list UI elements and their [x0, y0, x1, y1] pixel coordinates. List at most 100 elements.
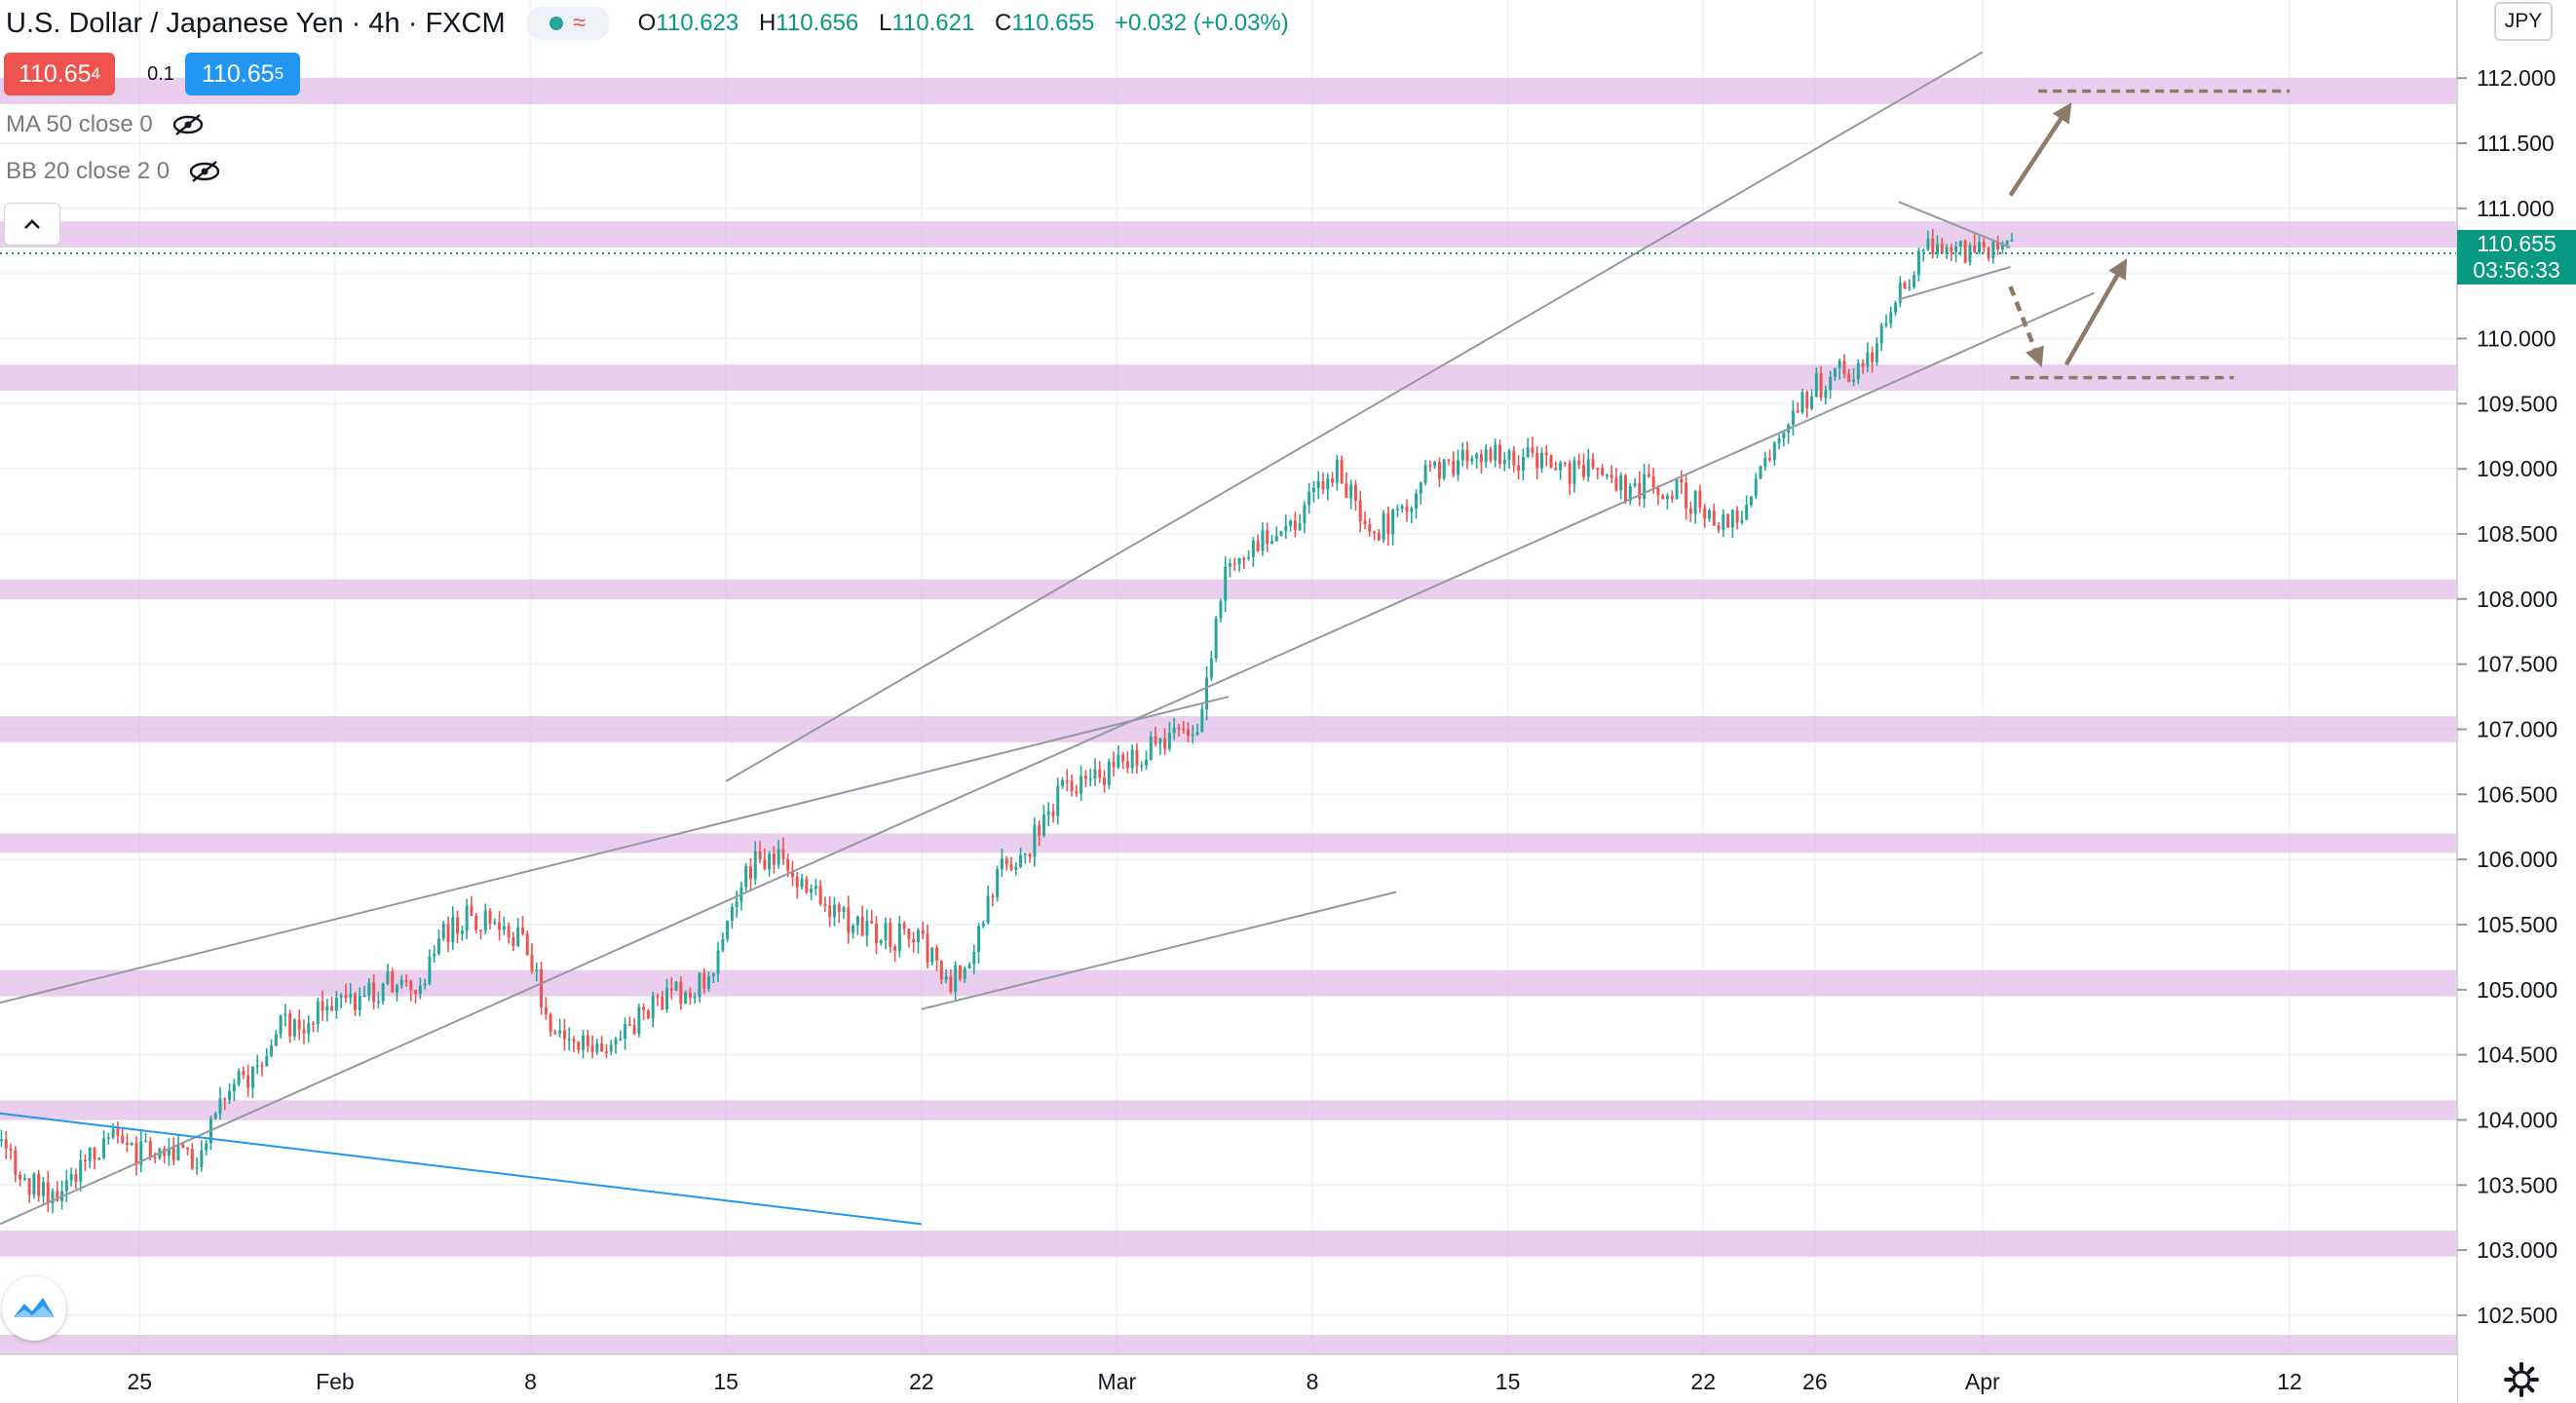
symbol-title[interactable]: U.S. Dollar / Japanese Yen · 4h · FXCM: [6, 7, 506, 39]
candle-body: [870, 921, 874, 924]
candlestick: [41, 1177, 45, 1204]
candlestick: [870, 910, 874, 924]
candlestick: [358, 987, 361, 1016]
candle-body: [1232, 563, 1236, 565]
candle-body: [1638, 482, 1642, 499]
candlestick: [805, 876, 809, 894]
candle-body: [312, 1023, 315, 1025]
candlestick: [208, 1116, 212, 1151]
candlestick: [567, 1027, 571, 1051]
candle-body: [27, 1178, 31, 1195]
candlestick: [632, 1017, 636, 1036]
candlestick: [237, 1068, 241, 1087]
candle-body: [488, 910, 492, 925]
candlestick: [19, 1171, 22, 1187]
sell-button[interactable]: 110.65 4: [4, 53, 115, 95]
candle-body: [1326, 478, 1330, 490]
gear-icon[interactable]: [2502, 1360, 2541, 1399]
candlestick: [1735, 506, 1739, 530]
candlestick: [1740, 511, 1744, 525]
eye-off-icon[interactable]: [170, 113, 206, 136]
candle-body: [9, 1148, 13, 1151]
candlestick: [1167, 722, 1171, 752]
candlestick: [511, 931, 515, 952]
candle-body: [1284, 525, 1288, 532]
candlestick: [1842, 354, 1846, 379]
candlestick: [595, 1039, 599, 1055]
candle-body: [1475, 453, 1479, 459]
candlestick: [646, 1008, 650, 1020]
candle-body: [874, 923, 878, 943]
candlestick: [1326, 473, 1330, 501]
candle-body: [735, 901, 739, 907]
candlestick: [939, 960, 943, 985]
candle-body: [1740, 519, 1744, 523]
candle-body: [1754, 478, 1758, 497]
candle-body: [614, 1039, 618, 1045]
candlestick: [274, 1030, 278, 1046]
candlestick: [1540, 447, 1543, 474]
candlestick: [1368, 517, 1372, 537]
candlestick: [316, 997, 320, 1033]
candlestick: [1913, 271, 1916, 289]
time-axis-background: [0, 1354, 2457, 1403]
candlestick: [814, 878, 817, 896]
candlestick: [1768, 449, 1772, 463]
candle-body: [1205, 677, 1209, 710]
candlestick: [1563, 461, 1567, 467]
candlestick: [1591, 452, 1595, 471]
candle-body: [693, 997, 697, 999]
price-axis-label: 106.500: [2477, 781, 2557, 807]
currency-label[interactable]: JPY: [2494, 2, 2553, 41]
candle-body: [1004, 858, 1008, 865]
market-status-pill[interactable]: ≈: [526, 7, 609, 40]
buy-button[interactable]: 110.65 5: [185, 53, 300, 95]
sell-price-pip: 4: [91, 64, 101, 83]
open-value: 110.623: [656, 10, 739, 36]
indicator-bb[interactable]: BB 20 close 2 0: [6, 158, 222, 185]
candle-body: [535, 968, 539, 971]
candle-body: [250, 1066, 254, 1088]
price-axis-label: 107.000: [2477, 716, 2557, 741]
time-axis-label: 22: [1690, 1369, 1716, 1394]
candle-body: [698, 972, 701, 998]
candle-body: [46, 1182, 50, 1204]
candlestick: [367, 977, 371, 1002]
candlestick: [1358, 490, 1362, 533]
candlestick: [1261, 521, 1265, 556]
candle-body: [1549, 455, 1553, 469]
candlestick: [1958, 240, 1962, 256]
candlestick: [1038, 820, 1042, 847]
candle-body: [823, 903, 827, 906]
candle-body: [1358, 500, 1362, 521]
collapse-legend-button[interactable]: [4, 203, 60, 246]
candle-body: [1926, 239, 1930, 250]
candlestick: [436, 929, 440, 956]
candlestick: [1656, 485, 1660, 506]
tradingview-logo-button[interactable]: [2, 1276, 66, 1341]
price-axis-label: 102.500: [2477, 1303, 2557, 1328]
candle-body: [1261, 530, 1265, 551]
candlestick: [661, 991, 664, 1011]
candle-body: [270, 1045, 273, 1056]
candle-body: [1465, 449, 1469, 462]
candle-body: [396, 985, 398, 993]
candle-body: [674, 981, 678, 991]
time-axis-label: Feb: [316, 1369, 355, 1394]
candle-body: [1837, 360, 1841, 368]
candle-body: [1080, 776, 1083, 794]
candlestick: [321, 990, 324, 1021]
eye-off-icon[interactable]: [187, 160, 222, 183]
candlestick: [1321, 472, 1325, 495]
candlestick: [604, 1043, 608, 1059]
candlestick: [535, 963, 539, 982]
candlestick: [441, 920, 445, 941]
candlestick: [1898, 276, 1902, 308]
time-axis-label: 22: [909, 1369, 934, 1394]
chevron-up-icon: [24, 219, 40, 229]
indicator-ma[interactable]: MA 50 close 0: [6, 111, 206, 138]
candle-body: [1903, 283, 1907, 289]
price-axis-label: 103.500: [2477, 1172, 2557, 1197]
